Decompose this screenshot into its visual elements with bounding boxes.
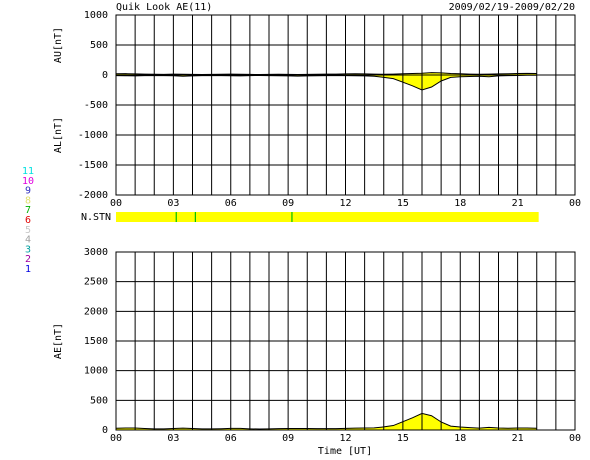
x-tick-label: 00 [569, 198, 581, 209]
y-tick-label: 1000 [84, 366, 108, 377]
station-legend-entry: 1 [25, 264, 31, 275]
x-tick-label: 00 [110, 198, 122, 209]
y-tick-label: 1000 [84, 10, 108, 21]
station-legend-entry: 8 [25, 195, 31, 206]
x-tick-label: 15 [397, 198, 409, 209]
date-range: 2009/02/19-2009/02/20 [449, 2, 575, 13]
y-tick-label: 2500 [84, 277, 108, 288]
station-bar [116, 212, 539, 222]
y-tick-label: -1000 [78, 130, 108, 141]
station-legend-entry: 10 [22, 176, 34, 187]
stations-label: N.STN [81, 212, 111, 223]
y-tick-label: -2000 [78, 190, 108, 201]
series-area [116, 413, 537, 430]
series-area [116, 75, 537, 90]
station-legend-entry: 2 [25, 254, 31, 265]
x-tick-label: 06 [225, 433, 237, 444]
x-tick-label: 03 [167, 433, 179, 444]
y-axis-label: AU[nT] [53, 27, 64, 63]
x-tick-label: 21 [512, 433, 524, 444]
x-axis-label: Time [UT] [318, 446, 372, 457]
station-legend-entry: 9 [25, 186, 31, 197]
x-tick-label: 12 [339, 198, 351, 209]
plot-frame [115, 14, 576, 196]
y-tick-label: 3000 [84, 247, 108, 258]
y-axis-label: AL[nT] [53, 117, 64, 153]
station-legend-entry: 11 [22, 166, 34, 177]
x-tick-label: 09 [282, 433, 294, 444]
y-tick-label: 2000 [84, 306, 108, 317]
x-tick-label: 06 [225, 198, 237, 209]
station-legend-entry: 6 [25, 215, 31, 226]
x-tick-label: 18 [454, 198, 466, 209]
y-axis-label: AE[nT] [53, 323, 64, 359]
plot-frame [115, 251, 576, 431]
y-tick-label: -1500 [78, 160, 108, 171]
x-tick-label: 18 [454, 433, 466, 444]
y-tick-label: 0 [102, 70, 108, 81]
x-tick-label: 12 [339, 433, 351, 444]
station-legend-entry: 5 [25, 225, 31, 236]
x-tick-label: 00 [569, 433, 581, 444]
x-tick-label: 21 [512, 198, 524, 209]
station-legend-entry: 3 [25, 244, 31, 255]
y-tick-label: -500 [84, 100, 108, 111]
y-tick-label: 0 [102, 425, 108, 436]
y-tick-label: 1500 [84, 336, 108, 347]
y-tick-label: 500 [90, 395, 108, 406]
y-tick-label: 500 [90, 40, 108, 51]
chart-title: Quik Look AE(11) [116, 2, 212, 13]
x-tick-label: 09 [282, 198, 294, 209]
x-tick-label: 03 [167, 198, 179, 209]
station-legend-entry: 7 [25, 205, 31, 216]
station-legend-entry: 4 [25, 235, 31, 246]
x-tick-label: 15 [397, 433, 409, 444]
x-tick-label: 00 [110, 433, 122, 444]
